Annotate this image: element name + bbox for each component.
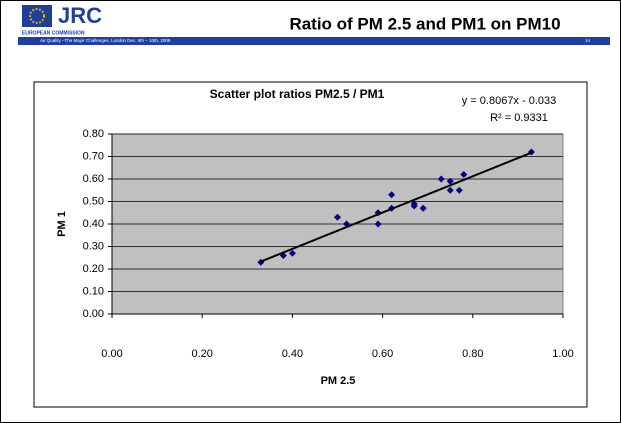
annotation: R² = 0.9331 — [490, 112, 548, 124]
x-tick-label: 0.80 — [462, 348, 483, 360]
y-tick-label: 0.40 — [83, 218, 104, 230]
slide-title: Ratio of PM 2.5 and PM1 on PM10 — [289, 14, 560, 33]
point — [374, 220, 382, 228]
point — [446, 177, 454, 185]
point — [446, 186, 454, 194]
x-tick-label: 0.60 — [372, 348, 393, 360]
x-tick-label: 0.20 — [191, 348, 212, 360]
y-axis-title: PM 1 — [56, 211, 68, 237]
x-axis-title: PM 2.5 — [321, 375, 356, 387]
page-number: 14 — [585, 38, 591, 43]
y-tick-label: 0.70 — [83, 150, 104, 162]
y-tick-label: 0.50 — [83, 195, 104, 207]
chart-title: Scatter plot ratios PM2.5 / PM1 — [210, 87, 385, 101]
point — [288, 249, 296, 257]
point — [410, 202, 418, 210]
point — [419, 204, 427, 212]
annotation: y = 0.8067x - 0.033 — [462, 95, 556, 107]
point — [388, 191, 396, 199]
eu-stars — [29, 8, 45, 24]
point — [455, 186, 463, 194]
eu-flag — [22, 5, 52, 27]
y-tick-label: 0.60 — [83, 173, 104, 185]
point — [334, 213, 341, 221]
logo: JRC — [58, 3, 102, 28]
footer: Air Quality –The Major Challenges, Londo… — [40, 38, 171, 43]
x-tick-label: 1.00 — [552, 348, 573, 360]
y-tick-label: 0.00 — [83, 308, 104, 320]
organization: EUROPEAN COMMISSION — [22, 30, 85, 36]
point — [460, 171, 468, 178]
y-tick-label: 0.10 — [83, 285, 104, 297]
y-tick-label: 0.20 — [83, 263, 104, 275]
y-tick-label: 0.30 — [83, 240, 104, 252]
trendline — [260, 151, 532, 263]
footer-band — [18, 37, 610, 45]
y-tick-label: 0.80 — [83, 128, 104, 140]
x-tick-label: 0.40 — [282, 348, 303, 360]
x-tick-label: 0.00 — [101, 348, 122, 360]
point — [437, 175, 445, 183]
